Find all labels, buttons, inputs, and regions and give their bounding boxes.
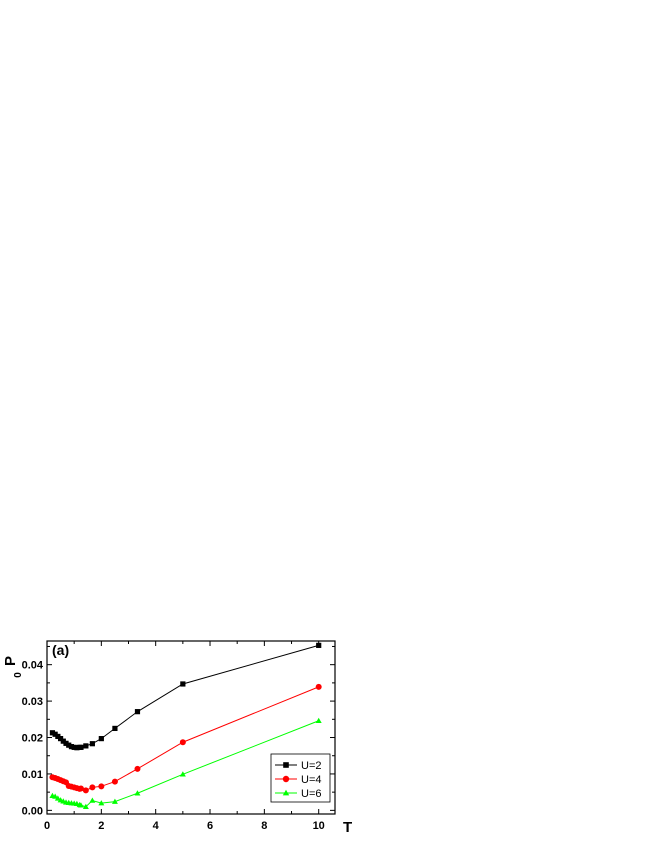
y-tick-label: 0.04 bbox=[22, 660, 44, 672]
series-layer bbox=[49, 642, 322, 809]
data-point-square bbox=[63, 740, 69, 746]
legend-label: U=2 bbox=[301, 760, 322, 772]
panel-label: (a) bbox=[52, 642, 69, 658]
data-point-square bbox=[74, 745, 80, 751]
data-point-square bbox=[283, 762, 289, 768]
data-point-triangle bbox=[179, 771, 186, 777]
plot-frame bbox=[46, 640, 336, 815]
data-point-square bbox=[83, 743, 89, 749]
data-point-circle bbox=[89, 784, 96, 791]
y-axis-title: P 0 bbox=[2, 656, 24, 678]
data-point-triangle bbox=[89, 797, 96, 803]
y-tick-label: 0.00 bbox=[22, 805, 43, 817]
data-point-square bbox=[98, 736, 104, 742]
data-point-circle bbox=[315, 683, 322, 690]
x-tick-label: 6 bbox=[207, 820, 213, 832]
x-tick-label: 4 bbox=[153, 820, 160, 832]
data-point-circle bbox=[179, 739, 186, 746]
data-point-square bbox=[57, 736, 64, 742]
x-tick-label: 10 bbox=[313, 820, 325, 832]
data-point-circle bbox=[82, 787, 89, 794]
data-point-square bbox=[66, 742, 72, 748]
data-point-triangle bbox=[134, 790, 141, 796]
data-point-triangle bbox=[77, 802, 84, 808]
data-point-triangle bbox=[82, 803, 89, 809]
data-point-circle bbox=[282, 775, 290, 783]
data-point-circle bbox=[134, 765, 141, 772]
y-tick-label: 0.01 bbox=[22, 769, 43, 781]
series-U=6 bbox=[49, 717, 322, 809]
data-point-triangle bbox=[98, 800, 105, 806]
series-U=2 bbox=[49, 642, 322, 751]
data-point-square bbox=[55, 733, 61, 740]
data-point-square bbox=[60, 738, 66, 744]
data-point-square bbox=[52, 731, 58, 737]
data-point-triangle bbox=[52, 793, 59, 799]
y-tick-label: 0.03 bbox=[22, 696, 43, 708]
data-point-square bbox=[49, 730, 56, 736]
data-point-triangle bbox=[111, 798, 118, 804]
data-point-circle bbox=[111, 778, 118, 785]
data-point-square bbox=[89, 741, 95, 747]
series-line bbox=[52, 644, 319, 749]
series-U=4 bbox=[49, 683, 322, 794]
data-point-triangle bbox=[282, 789, 290, 796]
legend-box bbox=[270, 753, 331, 803]
data-point-square bbox=[316, 642, 322, 648]
x-axis-label: T bbox=[343, 819, 352, 836]
x-tick-label: 8 bbox=[261, 820, 267, 832]
legend: U=2 U=4 U=6 bbox=[270, 753, 331, 803]
y-axis-label: P bbox=[2, 656, 19, 666]
data-point-circle bbox=[98, 783, 105, 790]
x-tick-label: 0 bbox=[44, 820, 50, 832]
y-axis-label-subscript: 0 bbox=[13, 672, 24, 678]
x-tick-label: 2 bbox=[98, 820, 104, 832]
y-tick-label: 0.02 bbox=[22, 733, 43, 745]
data-point-square bbox=[134, 709, 141, 715]
data-point-square bbox=[180, 681, 186, 687]
data-point-square bbox=[112, 725, 118, 732]
data-point-circle bbox=[77, 785, 84, 792]
data-point-triangle bbox=[54, 795, 61, 801]
legend-label: U=4 bbox=[301, 774, 322, 786]
legend-label: U=6 bbox=[301, 788, 322, 800]
data-point-square bbox=[71, 744, 77, 750]
axis-tick-labels: 0 2 4 6 8 10 0.00 0.01 0.02 0.03 0.04 bbox=[22, 660, 325, 832]
data-point-triangle bbox=[315, 717, 322, 724]
data-point-square bbox=[68, 744, 75, 750]
data-point-square bbox=[78, 744, 84, 750]
